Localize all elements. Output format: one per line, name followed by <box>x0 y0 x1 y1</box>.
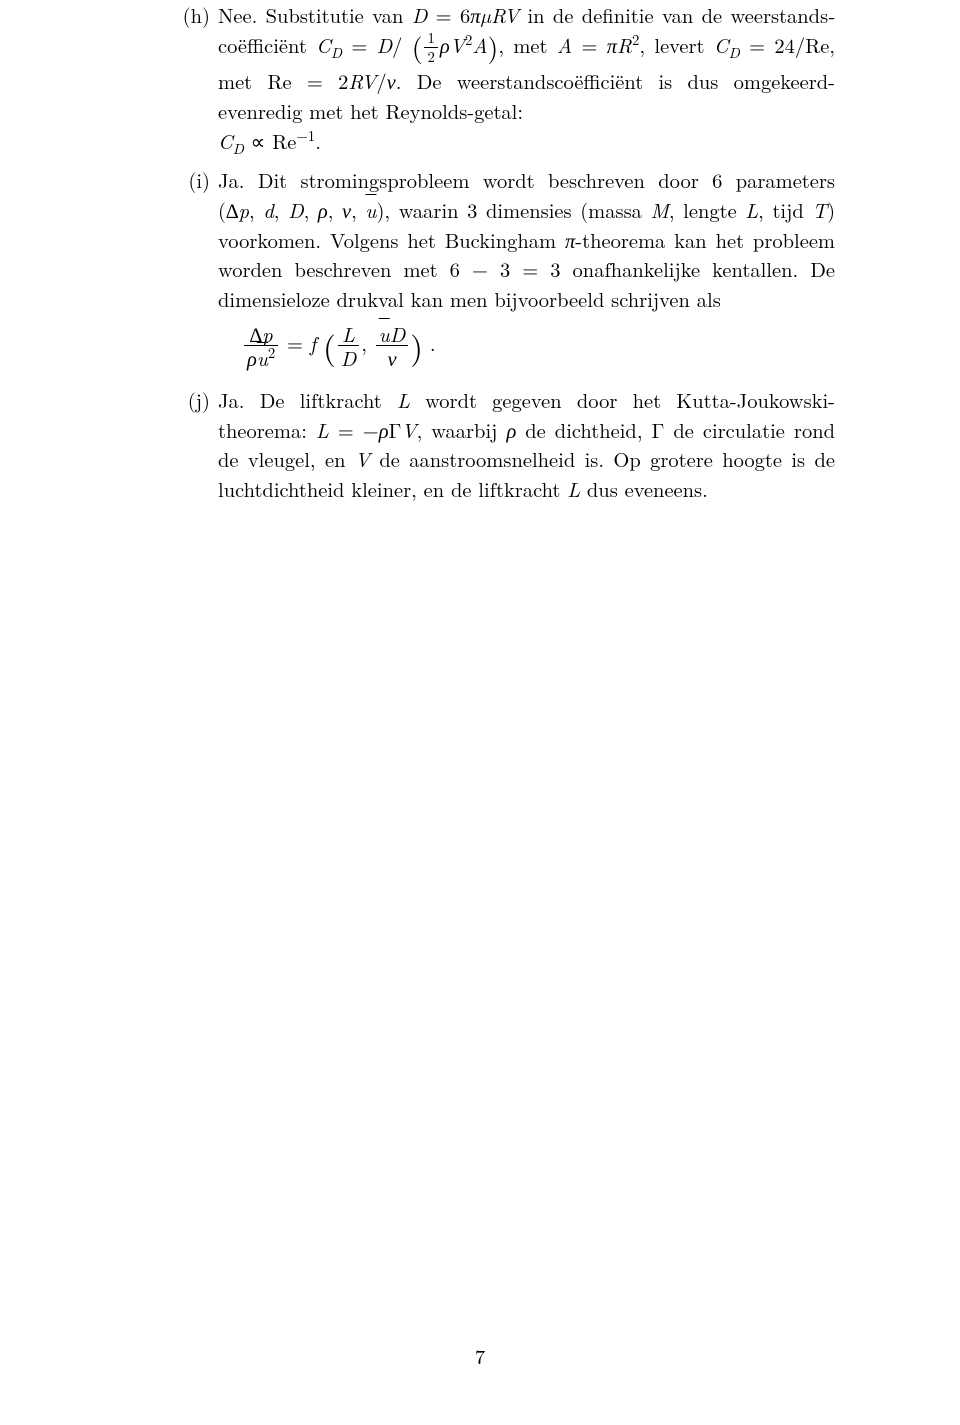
item-body: Ja. De liftkracht L wordt gegeven door h… <box>218 385 835 504</box>
item-body: Ja. Dit stromingsprobleem wordt beschrev… <box>218 165 835 375</box>
item-label: (i) <box>170 165 218 195</box>
list-item-h: (h) Nee. Substitutie van D = 6πµRV in de… <box>170 0 835 155</box>
item-text: Ja. Dit stromingsprobleem wordt beschrev… <box>218 165 835 313</box>
list-item-i: (i) Ja. Dit stromingsprobleem wordt besc… <box>170 165 835 375</box>
page: (h) Nee. Substitutie van D = 6πµRV in de… <box>0 0 960 1425</box>
list-item-j: (j) Ja. De liftkracht L wordt gegeven do… <box>170 385 835 504</box>
equation-block: ∆pρu2 = f (LD, uDν) . <box>242 322 835 371</box>
item-body: Nee. Substitutie van D = 6πµRV in de def… <box>218 0 835 155</box>
item-label: (j) <box>170 385 218 415</box>
page-number: 7 <box>0 1341 960 1370</box>
item-label: (h) <box>170 0 218 30</box>
